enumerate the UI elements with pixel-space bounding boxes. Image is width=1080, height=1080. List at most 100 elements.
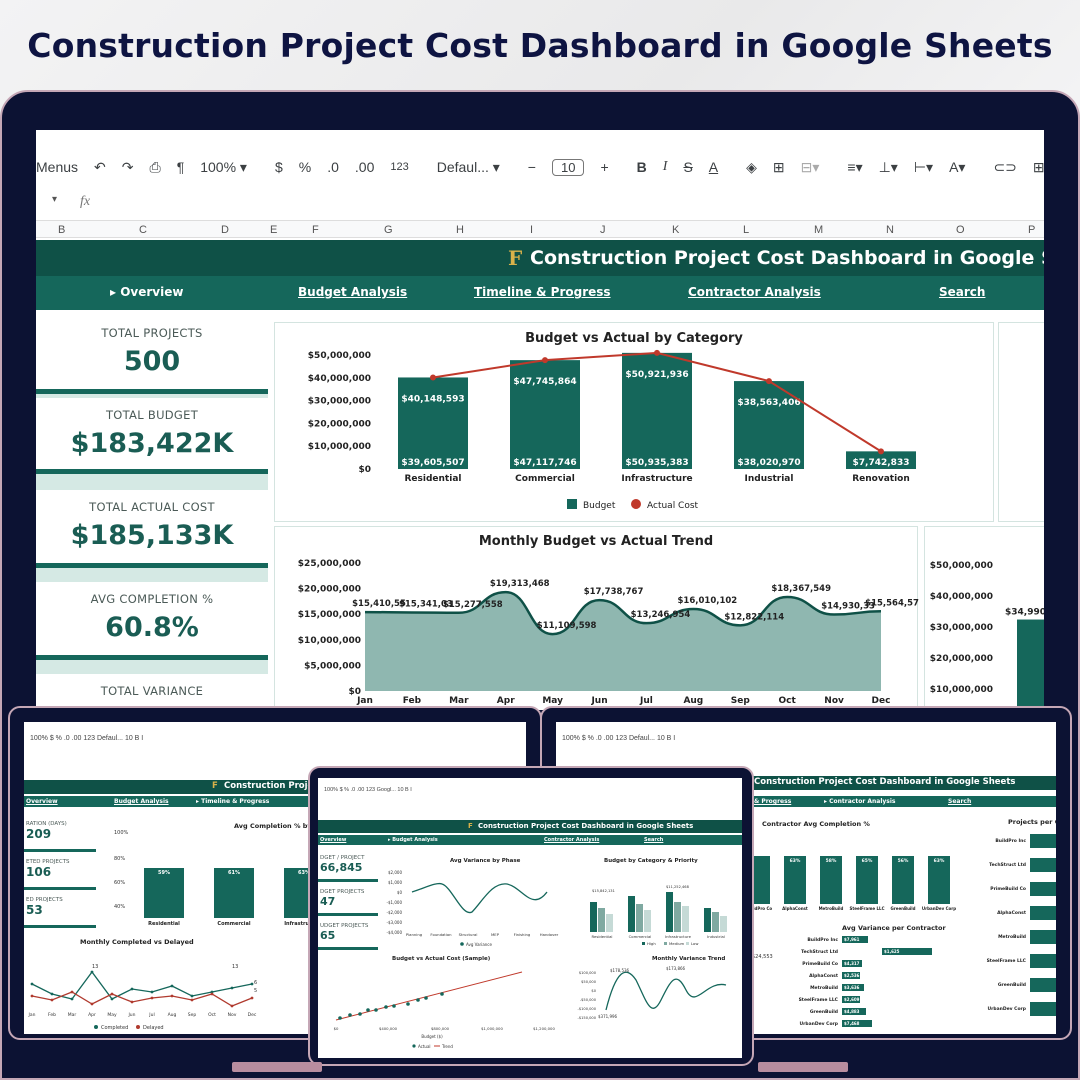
data-label: $371,996 — [598, 1014, 618, 1019]
text-color-icon[interactable]: A — [708, 159, 719, 175]
italic-button[interactable]: I — [662, 159, 668, 174]
borders-icon[interactable]: ⊞ — [772, 158, 785, 175]
y-tick-label: GreenBuild — [998, 982, 1026, 988]
text-rotate-icon[interactable]: A▾ — [949, 158, 966, 175]
font-size-decrease-button[interactable]: − — [527, 159, 536, 175]
x-tick-label: Jul — [148, 1012, 154, 1018]
font-select[interactable]: Defaul... ▾ — [436, 158, 500, 175]
percent-button[interactable]: % — [298, 159, 312, 175]
completion-bar — [892, 856, 914, 904]
data-label: $11,252,468 — [666, 885, 690, 889]
partial-bar-chart: $10,000,000 $20,000,000 $30,000,000 $40,000… — [930, 561, 1044, 710]
currency-button[interactable]: $ — [274, 159, 283, 175]
text-wrap-icon[interactable]: ⊢▾ — [913, 158, 934, 175]
y-tick-label: TechStruct Ltd — [801, 949, 838, 955]
variance-bar — [842, 972, 860, 979]
zoom-select[interactable]: 100% ▾ — [200, 158, 247, 175]
actual-cost-point — [766, 378, 772, 385]
y-tick-label: $40,000,000 — [308, 374, 371, 384]
redo-icon[interactable]: ↷ — [121, 158, 134, 175]
mini-banner-title: Construction Project Cost Dashboard in G… — [754, 777, 1016, 787]
undo-icon[interactable]: ↶ — [94, 158, 106, 175]
actual-cost-point — [430, 374, 436, 381]
budget-bar — [510, 360, 580, 469]
column-header[interactable]: H — [456, 224, 464, 236]
nav-overview[interactable]: Overview — [320, 837, 347, 843]
name-box-dropdown-icon[interactable]: ▾ — [52, 194, 58, 205]
column-header[interactable]: B — [58, 224, 66, 236]
nav-search[interactable]: Search — [644, 837, 664, 843]
nav-budget-analysis[interactable]: Budget Analysis — [114, 798, 169, 805]
column-header[interactable]: O — [956, 224, 965, 236]
kpi-panel: TOTAL PROJECTS 500 TOTAL BUDGET $183,422… — [36, 316, 268, 710]
column-header[interactable]: N — [886, 224, 894, 236]
nav-timeline-progress[interactable]: ▸ Timeline & Progress — [196, 798, 270, 805]
budget-category-priority-chart: Residential Commercial Infrastructure Indus… — [590, 885, 727, 946]
column-header[interactable]: J — [600, 224, 606, 236]
bold-button[interactable]: B — [636, 159, 647, 175]
column-header[interactable]: G — [384, 224, 393, 236]
data-label: $15,341,03 — [399, 599, 453, 609]
link-icon[interactable]: ⊂⊃ — [993, 158, 1017, 175]
trend-line — [364, 590, 882, 636]
mini-nav: Overview Budget Analysis ▸ Timeline & Pr… — [24, 796, 526, 807]
column-header[interactable]: P — [1028, 224, 1036, 236]
nav-contractor-analysis[interactable]: ▸ Contractor Analysis — [824, 798, 896, 805]
more-formats-button[interactable]: 123 — [390, 161, 409, 173]
data-label: $16,010,102 — [678, 596, 738, 606]
nav-overview[interactable]: Overview — [26, 798, 58, 805]
kpi-label: TOTAL VARIANCE — [100, 684, 204, 698]
data-label: 6 — [254, 980, 257, 986]
priority-bar — [666, 892, 673, 932]
x-tick-label: BuildPro Co — [746, 906, 772, 911]
legend-label: Budget — [583, 501, 616, 511]
increase-decimal-button[interactable]: .00 — [354, 159, 375, 175]
paint-format-icon[interactable]: ¶ — [176, 159, 185, 175]
column-header[interactable]: K — [672, 224, 680, 236]
font-size-input[interactable]: 10 — [551, 158, 585, 176]
actual-data-label: $38,563,406 — [737, 398, 800, 408]
column-header[interactable]: I — [530, 224, 534, 236]
data-label: $15,564,571 — [865, 598, 919, 608]
legend-swatch — [686, 942, 689, 945]
data-label: $12,822,114 — [724, 612, 784, 622]
data-label: $3,636 — [844, 985, 860, 990]
data-label: $7,468 — [844, 1021, 860, 1026]
delayed-point — [90, 1002, 94, 1006]
column-header[interactable]: F — [312, 224, 319, 236]
nav-budget-analysis[interactable]: Budget Analysis — [298, 285, 408, 299]
data-label: $19,313,468 — [490, 579, 550, 589]
comment-icon[interactable]: ⊞ — [1032, 158, 1044, 175]
monthly-trend-chart: $0 $5,000,000 $10,000,000 $15,000,000 $20,00… — [298, 559, 925, 706]
decrease-decimal-button[interactable]: .0 — [327, 159, 339, 175]
kpi-spacer — [36, 660, 268, 678]
nav-timeline-progress[interactable]: Timeline & Progress — [474, 285, 611, 299]
nav-budget-analysis[interactable]: ▸ Budget Analysis — [388, 837, 438, 843]
priority-bar — [712, 912, 719, 932]
column-header[interactable]: L — [743, 224, 750, 236]
nav-timeline-progress[interactable]: & Progress — [754, 798, 792, 805]
fill-color-icon[interactable]: ◈ — [746, 158, 757, 175]
chart-title: Avg Variance per Contractor — [842, 924, 946, 932]
valign-icon[interactable]: ⊥▾ — [878, 158, 898, 175]
column-header[interactable]: D — [221, 224, 229, 236]
x-tick-label: Industrial — [707, 934, 725, 939]
mini-nav: Overview ▸ Budget Analysis Contractor An… — [318, 835, 742, 845]
align-icon[interactable]: ≡▾ — [847, 158, 863, 175]
strikethrough-icon[interactable]: S — [683, 159, 693, 175]
kpi-value: 209 — [26, 827, 52, 841]
x-tick-label: MEP — [491, 932, 500, 937]
font-size-increase-button[interactable]: + — [600, 159, 609, 175]
nav-search[interactable]: Search — [948, 798, 972, 805]
print-icon[interactable]: ⎙ — [149, 158, 161, 175]
column-header[interactable]: M — [814, 224, 824, 236]
menus-button[interactable]: Menus — [36, 159, 79, 175]
column-header[interactable]: C — [139, 224, 147, 236]
nav-contractor-analysis[interactable]: Contractor Analysis — [688, 285, 821, 299]
nav-search[interactable]: Search — [939, 285, 986, 299]
logo-icon: F — [508, 246, 523, 270]
nav-overview[interactable]: ▸ Overview — [110, 285, 184, 299]
nav-contractor-analysis[interactable]: Contractor Analysis — [544, 837, 600, 843]
merge-cells-icon[interactable]: ⊟▾ — [800, 158, 820, 175]
column-header[interactable]: E — [270, 224, 278, 236]
